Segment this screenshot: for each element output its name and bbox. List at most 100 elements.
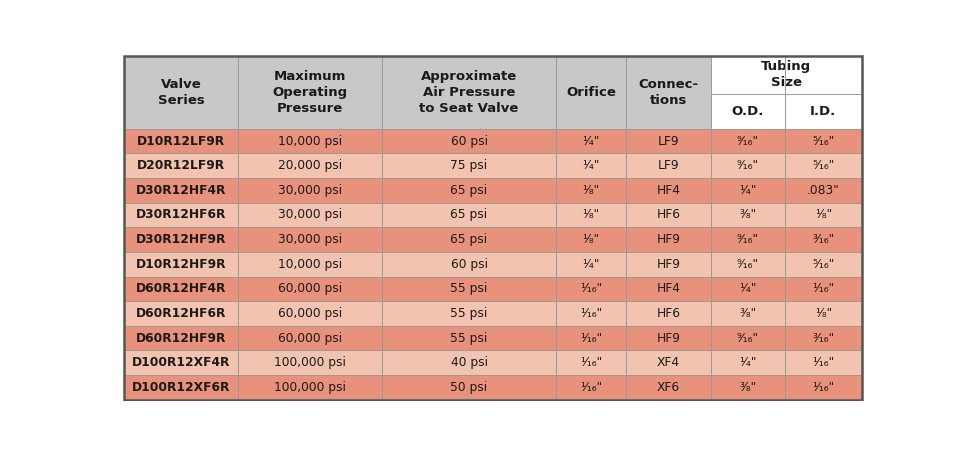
Bar	[784, 326, 861, 350]
Text: ⁹⁄₁₆": ⁹⁄₁₆"	[736, 134, 758, 147]
Text: ¹⁄₁₆": ¹⁄₁₆"	[579, 381, 602, 394]
Bar	[710, 227, 784, 252]
Text: .083": .083"	[806, 184, 839, 197]
Bar	[784, 350, 861, 375]
Bar	[784, 276, 861, 301]
Bar	[238, 202, 382, 227]
Text: 75 psi: 75 psi	[450, 159, 487, 172]
Bar	[626, 276, 710, 301]
Text: 65 psi: 65 psi	[450, 233, 487, 246]
Bar	[555, 252, 626, 276]
Bar	[238, 350, 382, 375]
Bar	[382, 301, 555, 326]
Bar	[124, 227, 238, 252]
Text: ¹⁄₄": ¹⁄₄"	[738, 282, 755, 295]
Text: 60,000 psi: 60,000 psi	[278, 282, 342, 295]
Bar	[124, 350, 238, 375]
Bar	[124, 202, 238, 227]
Text: ⁹⁄₁₆": ⁹⁄₁₆"	[736, 331, 758, 345]
Text: ¹⁄₁₆": ¹⁄₁₆"	[579, 331, 602, 345]
Text: HF9: HF9	[655, 258, 679, 271]
Bar	[784, 202, 861, 227]
Text: 30,000 psi: 30,000 psi	[278, 233, 342, 246]
Text: ¹⁄₄": ¹⁄₄"	[581, 159, 599, 172]
Text: HF6: HF6	[655, 208, 679, 221]
Bar	[555, 202, 626, 227]
Text: 60,000 psi: 60,000 psi	[278, 307, 342, 320]
Bar	[124, 153, 238, 178]
Bar	[710, 276, 784, 301]
Bar	[238, 375, 382, 400]
Text: Maximum
Operating
Pressure: Maximum Operating Pressure	[273, 70, 348, 115]
Text: 60,000 psi: 60,000 psi	[278, 331, 342, 345]
Bar	[555, 350, 626, 375]
Bar	[124, 276, 238, 301]
Text: 10,000 psi: 10,000 psi	[278, 134, 342, 147]
Text: HF6: HF6	[655, 307, 679, 320]
Text: ⁵⁄₁₆": ⁵⁄₁₆"	[811, 159, 833, 172]
Text: ¹⁄₈": ¹⁄₈"	[814, 307, 831, 320]
Text: D100R12XF4R: D100R12XF4R	[132, 356, 230, 369]
Text: HF4: HF4	[655, 282, 679, 295]
Text: ⁵⁄₁₆": ⁵⁄₁₆"	[811, 258, 833, 271]
Bar	[124, 129, 238, 153]
Bar	[784, 252, 861, 276]
Bar	[555, 153, 626, 178]
Bar	[784, 301, 861, 326]
Bar	[626, 153, 710, 178]
Bar	[626, 202, 710, 227]
Text: O.D.: O.D.	[730, 105, 763, 118]
Text: ¹⁄₄": ¹⁄₄"	[738, 184, 755, 197]
Text: 100,000 psi: 100,000 psi	[274, 356, 346, 369]
Bar	[710, 326, 784, 350]
Bar	[555, 326, 626, 350]
Text: 55 psi: 55 psi	[450, 282, 487, 295]
Bar	[784, 129, 861, 153]
Text: ³⁄₈": ³⁄₈"	[738, 208, 755, 221]
Text: XF4: XF4	[656, 356, 679, 369]
Text: 40 psi: 40 psi	[450, 356, 487, 369]
Text: ³⁄₈": ³⁄₈"	[738, 381, 755, 394]
Bar	[238, 326, 382, 350]
Text: 10,000 psi: 10,000 psi	[278, 258, 342, 271]
Text: 50 psi: 50 psi	[450, 381, 487, 394]
Text: D60R12HF9R: D60R12HF9R	[136, 331, 226, 345]
Text: ¹⁄₁₆": ¹⁄₁₆"	[811, 381, 833, 394]
Text: D20R12LF9R: D20R12LF9R	[137, 159, 225, 172]
Text: ¹⁄₈": ¹⁄₈"	[814, 208, 831, 221]
Text: ⁹⁄₁₆": ⁹⁄₁₆"	[736, 233, 758, 246]
Bar	[710, 178, 784, 202]
Text: ³⁄₁₆": ³⁄₁₆"	[811, 233, 833, 246]
Bar	[710, 202, 784, 227]
Bar	[555, 227, 626, 252]
Bar	[784, 227, 861, 252]
Bar	[238, 227, 382, 252]
Text: 65 psi: 65 psi	[450, 184, 487, 197]
Bar	[626, 56, 710, 129]
Bar	[710, 94, 784, 129]
Bar	[382, 252, 555, 276]
Text: ¹⁄₁₆": ¹⁄₁₆"	[579, 307, 602, 320]
Text: D10R12HF9R: D10R12HF9R	[136, 258, 226, 271]
Text: ¹⁄₁₆": ¹⁄₁₆"	[579, 356, 602, 369]
Bar	[555, 301, 626, 326]
Bar	[124, 252, 238, 276]
Bar	[555, 375, 626, 400]
Bar	[710, 252, 784, 276]
Text: D60R12HF4R: D60R12HF4R	[136, 282, 226, 295]
Text: LF9: LF9	[656, 159, 678, 172]
Text: Tubing
Size: Tubing Size	[760, 60, 811, 89]
Text: 55 psi: 55 psi	[450, 331, 487, 345]
Bar	[784, 153, 861, 178]
Bar	[382, 276, 555, 301]
Text: ⁵⁄₁₆": ⁵⁄₁₆"	[811, 134, 833, 147]
Bar	[124, 301, 238, 326]
Bar	[626, 301, 710, 326]
Bar	[382, 153, 555, 178]
Bar	[382, 326, 555, 350]
Text: 60 psi: 60 psi	[450, 258, 487, 271]
Bar	[382, 375, 555, 400]
Text: HF9: HF9	[655, 331, 679, 345]
Text: Orifice: Orifice	[565, 86, 615, 99]
Bar	[710, 350, 784, 375]
